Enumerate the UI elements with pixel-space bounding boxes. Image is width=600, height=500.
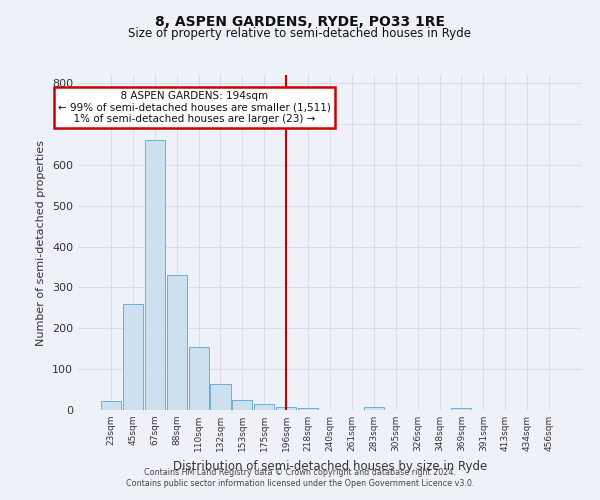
Text: Contains HM Land Registry data © Crown copyright and database right 2024.
Contai: Contains HM Land Registry data © Crown c… — [126, 468, 474, 487]
Text: 8, ASPEN GARDENS, RYDE, PO33 1RE: 8, ASPEN GARDENS, RYDE, PO33 1RE — [155, 15, 445, 29]
Bar — [188, 346, 209, 410]
Bar — [298, 408, 318, 410]
Bar — [451, 408, 472, 410]
X-axis label: Distribution of semi-detached houses by size in Ryde: Distribution of semi-detached houses by … — [173, 460, 487, 472]
Bar — [254, 404, 274, 410]
Bar — [276, 406, 296, 410]
Bar — [145, 140, 165, 410]
Bar — [232, 400, 253, 410]
Bar — [364, 406, 384, 410]
Text: 8 ASPEN GARDENS: 194sqm  
← 99% of semi-detached houses are smaller (1,511)
  1%: 8 ASPEN GARDENS: 194sqm ← 99% of semi-de… — [58, 91, 331, 124]
Text: Size of property relative to semi-detached houses in Ryde: Size of property relative to semi-detach… — [128, 28, 472, 40]
Bar — [211, 384, 230, 410]
Bar — [123, 304, 143, 410]
Bar — [167, 275, 187, 410]
Y-axis label: Number of semi-detached properties: Number of semi-detached properties — [37, 140, 46, 346]
Bar — [101, 401, 121, 410]
